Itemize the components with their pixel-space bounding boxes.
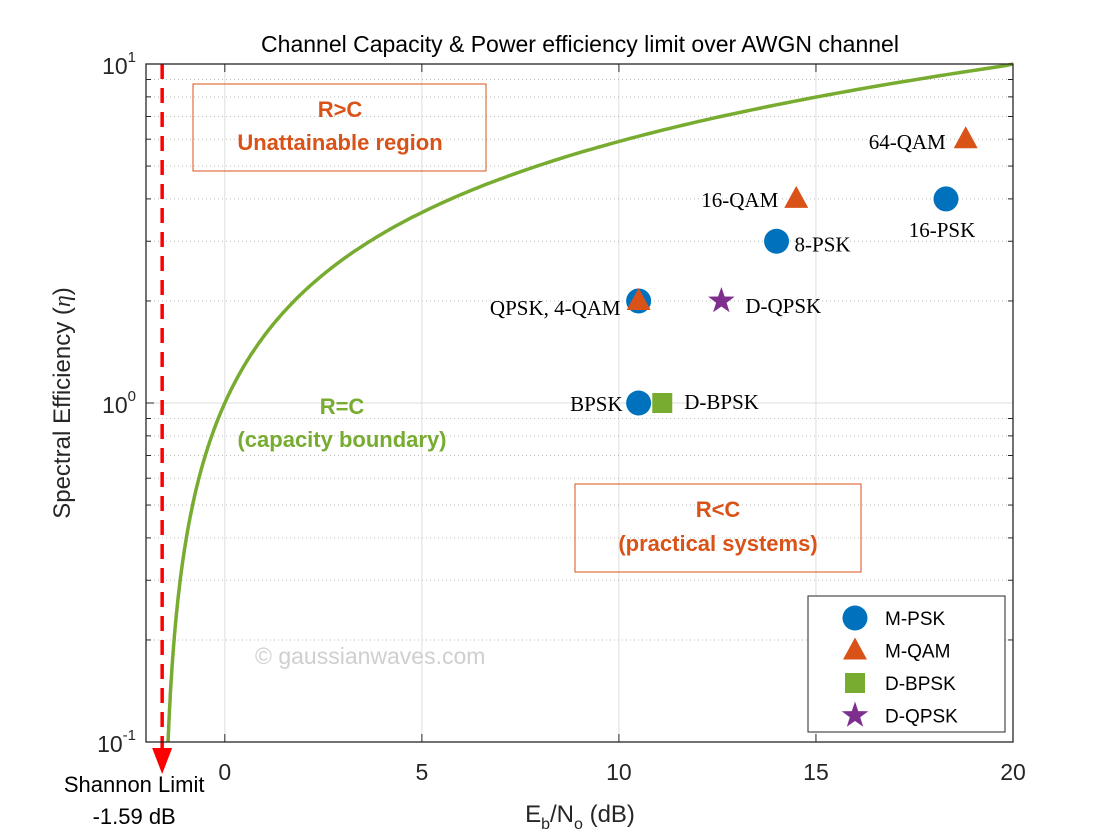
marker-d-qpsk xyxy=(708,287,735,313)
marker-m-qam xyxy=(953,126,978,149)
y-axis-label: Spectral Efficiency (η) xyxy=(49,287,76,519)
data-points: BPSK QPSK, 4-QAM 8-PSK 16-PSK 16-QAM 64-QAM D-… xyxy=(490,126,978,416)
practical-line1: R<C xyxy=(696,497,741,522)
boundary-line1: R=C xyxy=(320,394,365,419)
marker-m-qam xyxy=(626,287,651,310)
unattainable-line2: Unattainable region xyxy=(237,130,442,155)
point-label: D-BPSK xyxy=(684,390,759,414)
point-label: D-QPSK xyxy=(745,294,821,318)
marker-m-qam xyxy=(784,185,809,208)
x-tick-label: 20 xyxy=(1000,759,1026,785)
grid xyxy=(146,64,1013,742)
marker-d-bpsk xyxy=(652,393,673,413)
practical-line2: (practical systems) xyxy=(618,531,817,556)
legend: M-PSK M-QAM D-BPSK D-QPSK xyxy=(807,595,1006,733)
legend-label: D-BPSK xyxy=(885,674,956,695)
shannon-limit-arrow xyxy=(152,748,173,774)
shannon-limit-value: -1.59 dB xyxy=(93,804,176,829)
capacity-curve xyxy=(166,62,1014,742)
capacity-curve-group xyxy=(166,62,1014,742)
x-tick-label: 5 xyxy=(415,759,428,785)
unattainable-line1: R>C xyxy=(318,97,363,122)
legend-marker-m-qam xyxy=(843,637,867,660)
legend-label: M-QAM xyxy=(885,642,950,663)
marker-m-psk xyxy=(626,390,652,416)
shannon-limit-group: Shannon Limit -1.59 dB xyxy=(64,64,205,829)
point-label: 64-QAM xyxy=(869,130,946,154)
x-axis-label: Eb/No (dB) xyxy=(525,801,635,833)
y-tick-label: 100 xyxy=(102,388,136,418)
x-tick-label: 0 xyxy=(218,759,231,785)
y-tick-label: 10-1 xyxy=(97,727,136,757)
legend-marker-d-qpsk xyxy=(841,701,869,727)
y-tick-label: 101 xyxy=(102,49,136,79)
point-label: 16-QAM xyxy=(701,188,778,212)
ticks: 0 5 10 15 20 10-1 100 101 xyxy=(97,49,1026,785)
point-label: BPSK xyxy=(570,392,623,416)
x-tick-label: 10 xyxy=(606,759,632,785)
point-label: 8-PSK xyxy=(795,232,851,256)
annotation-practical: R<C (practical systems) xyxy=(574,483,862,573)
annotation-unattainable: R>C Unattainable region xyxy=(192,83,487,172)
boundary-line2: (capacity boundary) xyxy=(237,427,446,452)
shannon-limit-label: Shannon Limit xyxy=(64,772,205,797)
marker-m-psk xyxy=(764,228,790,254)
point-label: QPSK, 4-QAM xyxy=(490,296,621,320)
chart-title: Channel Capacity & Power efficiency limi… xyxy=(261,31,899,57)
legend-marker-m-psk xyxy=(842,605,868,631)
annotation-boundary: R=C (capacity boundary) xyxy=(237,394,446,452)
x-tick-label: 15 xyxy=(803,759,829,785)
legend-label: M-PSK xyxy=(885,609,946,630)
legend-marker-d-bpsk xyxy=(845,673,865,693)
watermark: © gaussianwaves.com xyxy=(255,643,485,669)
legend-label: D-QPSK xyxy=(885,707,958,728)
marker-m-psk xyxy=(933,186,959,212)
point-label: 16-PSK xyxy=(909,218,976,242)
